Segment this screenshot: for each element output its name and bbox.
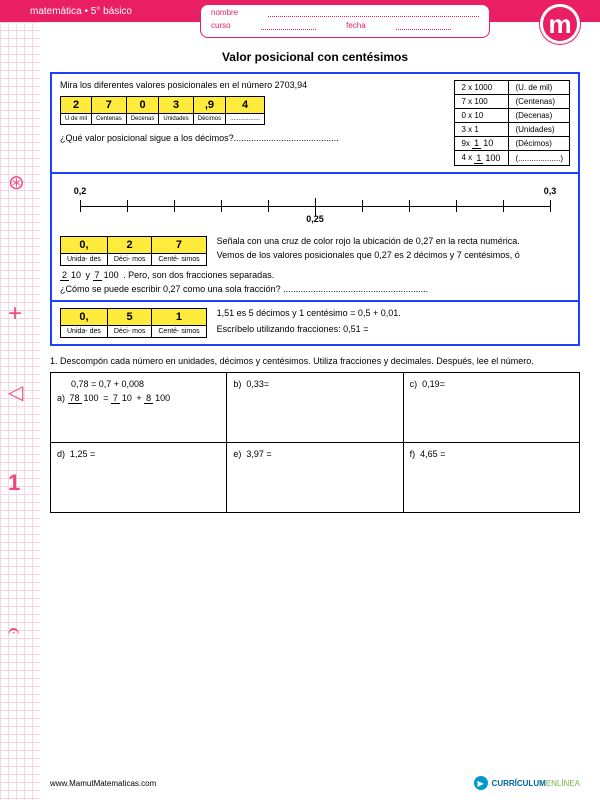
one-icon: 1 (8, 470, 20, 496)
box2-line1: Señala con una cruz de color rojo la ubi… (217, 236, 570, 246)
section-3: 0,51 Unida- desDéci- mosCenté- simos 1,5… (52, 302, 578, 344)
nombre-label: nombre (211, 8, 238, 17)
header-fields: nombre curso fecha (200, 4, 490, 38)
cell-e: e) 3,97 = (227, 442, 403, 512)
arrow-icon: ▶ (474, 776, 488, 790)
digits-table: 2 7 0 3 ,9 4 U de mil Centenas Decenas U… (60, 96, 265, 125)
wheel-icon: ⊛ (8, 170, 25, 195)
section-2: 0,2 0,3 0,25 0,27 Unida- desDéci- mosCen… (52, 174, 578, 302)
box2-line4: ¿Cómo se puede escribir 0,27 como una so… (60, 284, 570, 294)
footer-brand: ▶ CURRÍCULUMENLÍNEA (474, 776, 580, 790)
work-grid: 0,78 = 0,7 + 0,008 a) 78100 = 710 + 8100… (50, 372, 580, 513)
page-title: Valor posicional con centésimos (50, 50, 580, 64)
footer-url: www.MamutMatematicas.com (50, 779, 156, 788)
triangle-icon: ◁ (8, 380, 23, 405)
cell-c: c) 0,19= (403, 372, 579, 442)
fecha-line (396, 21, 452, 30)
cell-b: b) 0,33= (227, 372, 403, 442)
exercise-1: 1. Descompón cada número en unidades, dé… (50, 356, 580, 366)
curso-label: curso (211, 21, 231, 30)
curso-line (261, 21, 317, 30)
cell-a: 0,78 = 0,7 + 0,008 a) 78100 = 710 + 8100 (51, 372, 227, 442)
grid-margin (0, 22, 40, 800)
box2-line2: Vemos de los valores posicionales que 0,… (217, 250, 570, 260)
nombre-line (268, 8, 479, 17)
box2-fracs: 210 y 7100 . Pero, son dos fracciones se… (60, 270, 570, 280)
box3-line2: Escríbelo utilizando fracciones: 0,51 = (217, 324, 570, 334)
m-logo-icon: m (540, 4, 580, 44)
box3-line1: 1,51 es 5 décimos y 1 centésimo = 0,5 + … (217, 308, 570, 318)
small-table-051: 0,51 Unida- desDéci- mosCenté- simos (60, 308, 207, 338)
number-line: 0,2 0,3 0,25 (80, 188, 550, 228)
cell-d: d) 1,25 = (51, 442, 227, 512)
right-table: 2 x 1000(U. de mil) 7 x 100(Centenas) 0 … (454, 80, 570, 166)
lesson-box: 2 x 1000(U. de mil) 7 x 100(Centenas) 0 … (50, 72, 580, 346)
compass-icon: 𝄐 (8, 620, 19, 643)
content-area: Valor posicional con centésimos 2 x 1000… (50, 50, 580, 770)
small-table-027: 0,27 Unida- desDéci- mosCenté- simos (60, 236, 207, 266)
plus-icon: + (8, 300, 22, 328)
cell-f: f) 4,65 = (403, 442, 579, 512)
fecha-label: fecha (346, 21, 366, 30)
subject-label: matemática • 5° básico (30, 6, 132, 17)
section-1: 2 x 1000(U. de mil) 7 x 100(Centenas) 0 … (52, 74, 578, 174)
